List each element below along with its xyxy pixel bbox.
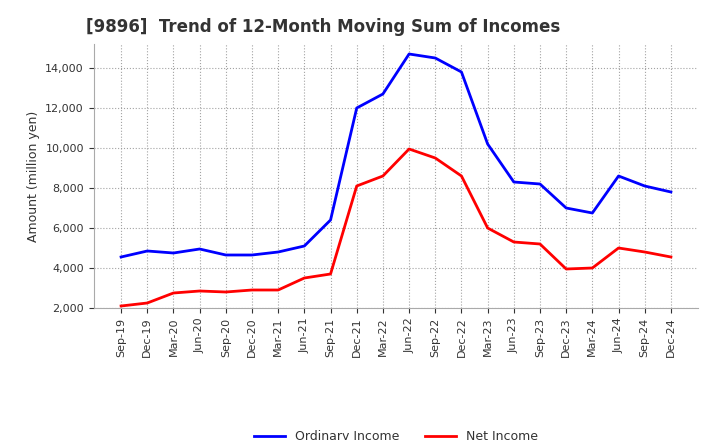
Ordinary Income [562,205,570,211]
Line: Ordinary Income: Ordinary Income [121,54,671,257]
Ordinary Income [195,246,204,252]
Net Income [510,239,518,245]
Net Income [222,290,230,295]
Net Income [562,266,570,271]
Ordinary Income [222,253,230,258]
Line: Net Income: Net Income [121,149,671,306]
Ordinary Income [405,51,413,57]
Ordinary Income [169,250,178,256]
Ordinary Income [483,141,492,147]
Ordinary Income [300,243,309,249]
Ordinary Income [667,189,675,194]
Net Income [483,225,492,231]
Net Income [326,271,335,277]
Ordinary Income [326,217,335,223]
Net Income [248,287,256,293]
Net Income [143,301,152,306]
Y-axis label: Amount (million yen): Amount (million yen) [27,110,40,242]
Ordinary Income [143,248,152,253]
Ordinary Income [457,70,466,75]
Ordinary Income [614,173,623,179]
Ordinary Income [274,249,282,255]
Net Income [536,242,544,247]
Net Income [614,246,623,251]
Ordinary Income [352,105,361,110]
Net Income [379,173,387,179]
Ordinary Income [117,254,125,260]
Ordinary Income [588,210,597,216]
Net Income [640,249,649,255]
Text: [9896]  Trend of 12-Month Moving Sum of Incomes: [9896] Trend of 12-Month Moving Sum of I… [86,18,561,36]
Ordinary Income [536,181,544,187]
Net Income [195,288,204,293]
Ordinary Income [379,92,387,97]
Ordinary Income [248,253,256,258]
Net Income [274,287,282,293]
Ordinary Income [431,55,440,61]
Net Income [352,183,361,189]
Net Income [667,254,675,260]
Legend: Ordinary Income, Net Income: Ordinary Income, Net Income [249,425,543,440]
Net Income [300,275,309,281]
Net Income [117,303,125,308]
Net Income [588,265,597,271]
Net Income [457,173,466,179]
Net Income [169,290,178,296]
Net Income [431,155,440,161]
Ordinary Income [640,183,649,189]
Ordinary Income [510,180,518,185]
Net Income [405,147,413,152]
